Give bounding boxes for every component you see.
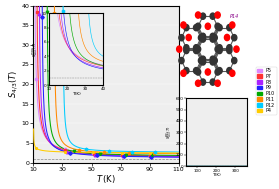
- X-axis label: $T\,$(K): $T\,$(K): [96, 173, 116, 185]
- Circle shape: [210, 13, 215, 19]
- Circle shape: [215, 46, 220, 52]
- Circle shape: [200, 79, 206, 85]
- Circle shape: [181, 22, 186, 28]
- Circle shape: [194, 67, 199, 74]
- Circle shape: [232, 35, 237, 41]
- Circle shape: [200, 33, 206, 40]
- Circle shape: [196, 12, 201, 18]
- Circle shape: [179, 35, 184, 41]
- Circle shape: [205, 23, 210, 29]
- Circle shape: [215, 12, 220, 18]
- Y-axis label: $S_{4/3}(T)$: $S_{4/3}(T)$: [7, 70, 20, 98]
- Circle shape: [217, 67, 222, 74]
- Y-axis label: $S^{max}_{4/3}(T)$: $S^{max}_{4/3}(T)$: [32, 41, 41, 57]
- Circle shape: [227, 47, 232, 54]
- Legend: P5, P7, P8, P9, P10, P11, P12, P4: P5, P7, P8, P9, P10, P11, P12, P4: [256, 67, 276, 115]
- Circle shape: [224, 34, 230, 41]
- Circle shape: [210, 59, 215, 65]
- Circle shape: [200, 13, 206, 19]
- Circle shape: [227, 67, 232, 74]
- Circle shape: [184, 47, 189, 54]
- Circle shape: [234, 46, 239, 52]
- Circle shape: [194, 45, 199, 51]
- Circle shape: [177, 46, 182, 52]
- Circle shape: [215, 69, 220, 75]
- Circle shape: [200, 36, 206, 42]
- Circle shape: [186, 34, 191, 41]
- Circle shape: [227, 45, 232, 51]
- Circle shape: [215, 80, 220, 86]
- Y-axis label: $S^{BE}_{4/3}(T)$: $S^{BE}_{4/3}(T)$: [164, 125, 175, 139]
- Circle shape: [184, 25, 189, 31]
- Circle shape: [184, 45, 189, 51]
- X-axis label: T(K): T(K): [72, 92, 80, 96]
- X-axis label: T(K): T(K): [212, 173, 221, 177]
- Circle shape: [200, 56, 206, 62]
- Circle shape: [217, 47, 222, 54]
- Circle shape: [217, 45, 222, 51]
- Circle shape: [196, 80, 201, 86]
- Circle shape: [232, 57, 237, 64]
- Circle shape: [198, 57, 204, 64]
- Circle shape: [210, 56, 215, 62]
- Circle shape: [230, 22, 235, 28]
- Circle shape: [196, 69, 201, 75]
- Circle shape: [196, 23, 201, 29]
- Circle shape: [179, 57, 184, 64]
- Circle shape: [217, 25, 222, 31]
- Circle shape: [230, 70, 235, 76]
- Circle shape: [205, 69, 210, 75]
- Circle shape: [210, 36, 215, 42]
- Circle shape: [212, 57, 217, 64]
- Circle shape: [200, 59, 206, 65]
- Circle shape: [210, 33, 215, 40]
- Circle shape: [194, 25, 199, 31]
- Circle shape: [181, 70, 186, 76]
- Circle shape: [215, 23, 220, 29]
- Circle shape: [194, 47, 199, 54]
- Circle shape: [184, 67, 189, 74]
- Circle shape: [210, 79, 215, 85]
- Circle shape: [196, 46, 201, 52]
- Text: P14: P14: [230, 14, 239, 19]
- Circle shape: [227, 25, 232, 31]
- Circle shape: [198, 35, 204, 41]
- Circle shape: [212, 35, 217, 41]
